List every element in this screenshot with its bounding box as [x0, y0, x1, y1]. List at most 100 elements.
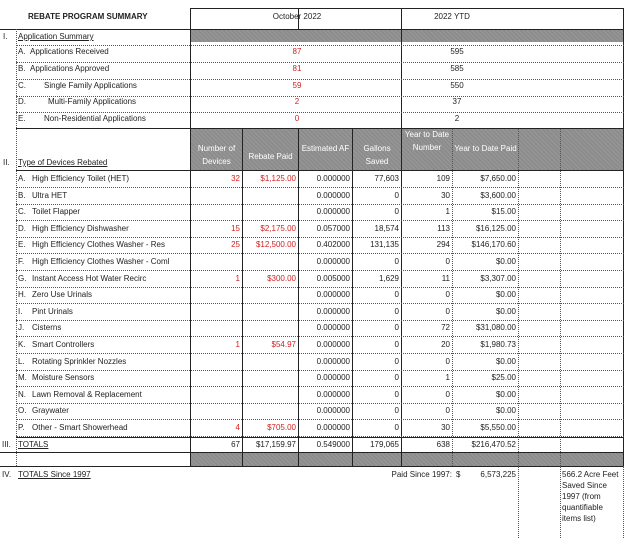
- device-row-af: 0.000000: [316, 340, 350, 349]
- device-row-af: 0.000000: [316, 174, 350, 183]
- section1-row-letter: D.: [18, 97, 26, 106]
- device-row-label: Pint Urinals: [32, 307, 73, 316]
- device-row-devices: [191, 390, 240, 401]
- device-row-devices: [191, 257, 240, 268]
- totals-ytd-number: 638: [436, 440, 450, 449]
- section2-header-band: [190, 128, 624, 170]
- device-row-rebate: $54.97: [271, 340, 296, 349]
- device-row-rebate: [243, 191, 296, 202]
- device-row-letter: A.: [18, 174, 26, 183]
- device-row-gallons: 0: [394, 257, 399, 266]
- device-row-rebate: [243, 257, 296, 268]
- device-row-letter: M.: [18, 373, 27, 382]
- device-row-rebate: [243, 373, 296, 384]
- device-row-label: Cisterns: [32, 323, 62, 332]
- device-row-letter: F.: [18, 257, 25, 266]
- device-row-letter: C.: [18, 207, 26, 216]
- device-row-gallons: 0: [394, 423, 399, 432]
- period-ytd-header: 2022 YTD: [434, 12, 470, 21]
- device-row-ytd-number: 0: [445, 290, 450, 299]
- section2-label: Type of Devices Rebated: [18, 158, 108, 167]
- device-row-devices: [191, 406, 240, 417]
- device-row-label: Toilet Flapper: [32, 207, 81, 216]
- device-row-ytd-number: 113: [437, 224, 450, 233]
- device-row-ytd-paid: $0.00: [495, 390, 516, 399]
- device-row-ytd-number: 30: [441, 423, 450, 432]
- device-row-letter: I.: [18, 307, 23, 316]
- section1-row-label: Single Family Applications: [44, 81, 137, 90]
- device-row-af: 0.005000: [316, 274, 350, 283]
- device-row-ytd-number: 109: [436, 174, 450, 183]
- totals-ytd-paid: $216,470.52: [471, 440, 517, 449]
- device-row-af: 0.000000: [316, 323, 350, 332]
- device-row-rebate: [243, 406, 296, 417]
- device-row-rebate: [243, 290, 296, 301]
- device-row-ytd-number: 0: [445, 307, 450, 316]
- section1-row-ytd: 550: [450, 81, 464, 90]
- totals-roman: III.: [2, 440, 11, 449]
- device-row-gallons: 0: [394, 307, 399, 316]
- device-row-af: 0.000000: [316, 191, 350, 200]
- device-row-gallons: 77,603: [374, 174, 399, 183]
- device-row-ytd-paid: $146,170.60: [471, 240, 517, 249]
- section1-row-letter: A.: [18, 47, 26, 56]
- device-row-af: 0.000000: [316, 406, 350, 415]
- device-row-rebate: [243, 323, 296, 334]
- device-row-devices: 4: [235, 423, 240, 432]
- device-row-rebate: $1,125.00: [260, 174, 296, 183]
- device-row-ytd-paid: $25.00: [491, 373, 516, 382]
- device-row-ytd-paid: $31,080.00: [475, 323, 516, 332]
- device-row-devices: 25: [231, 240, 240, 249]
- device-row-label: Graywater: [32, 406, 69, 415]
- section1-row-month: 87: [292, 47, 302, 56]
- section1-row-month: 0: [294, 114, 300, 123]
- device-row-ytd-number: 0: [445, 406, 450, 415]
- device-row-ytd-number: 30: [441, 191, 450, 200]
- device-row-label: Moisture Sensors: [32, 373, 95, 382]
- device-row-label: Lawn Removal & Replacement: [32, 390, 142, 399]
- device-row-ytd-number: 11: [441, 274, 450, 283]
- header-ytd-number: Year to Date Number: [404, 130, 450, 152]
- device-row-ytd-number: 0: [445, 357, 450, 366]
- device-row-ytd-number: 20: [441, 340, 450, 349]
- device-row-ytd-paid: $1,980.73: [480, 340, 516, 349]
- device-row-devices: [191, 191, 240, 202]
- device-row-gallons: 0: [394, 340, 399, 349]
- section1-row-ytd: 37: [452, 97, 462, 106]
- section1-row-label: Multi-Family Applications: [48, 97, 137, 106]
- device-row-gallons: 0: [394, 323, 399, 332]
- device-row-label: Smart Controllers: [32, 340, 95, 349]
- totals-band: [190, 452, 624, 466]
- device-row-ytd-paid: $0.00: [495, 290, 516, 299]
- device-row-ytd-number: 0: [445, 390, 450, 399]
- totals-af: 0.549000: [316, 440, 350, 449]
- device-row-letter: O.: [18, 406, 27, 415]
- device-row-letter: P.: [18, 423, 25, 432]
- header-estimated-af: Estimated AF: [301, 144, 350, 153]
- device-row-label: High Efficiency Toilet (HET): [32, 174, 130, 183]
- device-row-label: Rotating Sprinkler Nozzles: [32, 357, 127, 366]
- device-row-rebate: [243, 390, 296, 401]
- header-number-of-devices: Number of Devices: [197, 144, 236, 166]
- section1-header-band: [190, 29, 624, 42]
- device-row-ytd-paid: $7,650.00: [480, 174, 516, 183]
- section1-row-ytd: 595: [450, 47, 464, 56]
- paid-since-value: 6,573,225: [480, 470, 516, 479]
- device-row-af: 0.000000: [316, 423, 350, 432]
- section1-row-letter: B.: [18, 64, 26, 73]
- device-row-gallons: 0: [394, 373, 399, 382]
- section1-row-month: 59: [292, 81, 302, 90]
- device-row-letter: K.: [18, 340, 26, 349]
- device-row-rebate: $705.00: [267, 423, 296, 432]
- device-row-af: 0.000000: [316, 307, 350, 316]
- device-row-af: 0.057000: [316, 224, 350, 233]
- device-row-letter: L.: [18, 357, 25, 366]
- device-row-devices: 1: [235, 340, 240, 349]
- device-row-label: High Efficiency Dishwasher: [32, 224, 129, 233]
- device-row-af: 0.402000: [316, 240, 350, 249]
- header-ytd-paid: Year to Date Paid: [454, 144, 517, 153]
- device-row-gallons: 0: [394, 406, 399, 415]
- device-row-ytd-paid: $16,125.00: [475, 224, 516, 233]
- device-row-gallons: 18,574: [374, 224, 399, 233]
- section1-row-label: Non-Residential Applications: [44, 114, 146, 123]
